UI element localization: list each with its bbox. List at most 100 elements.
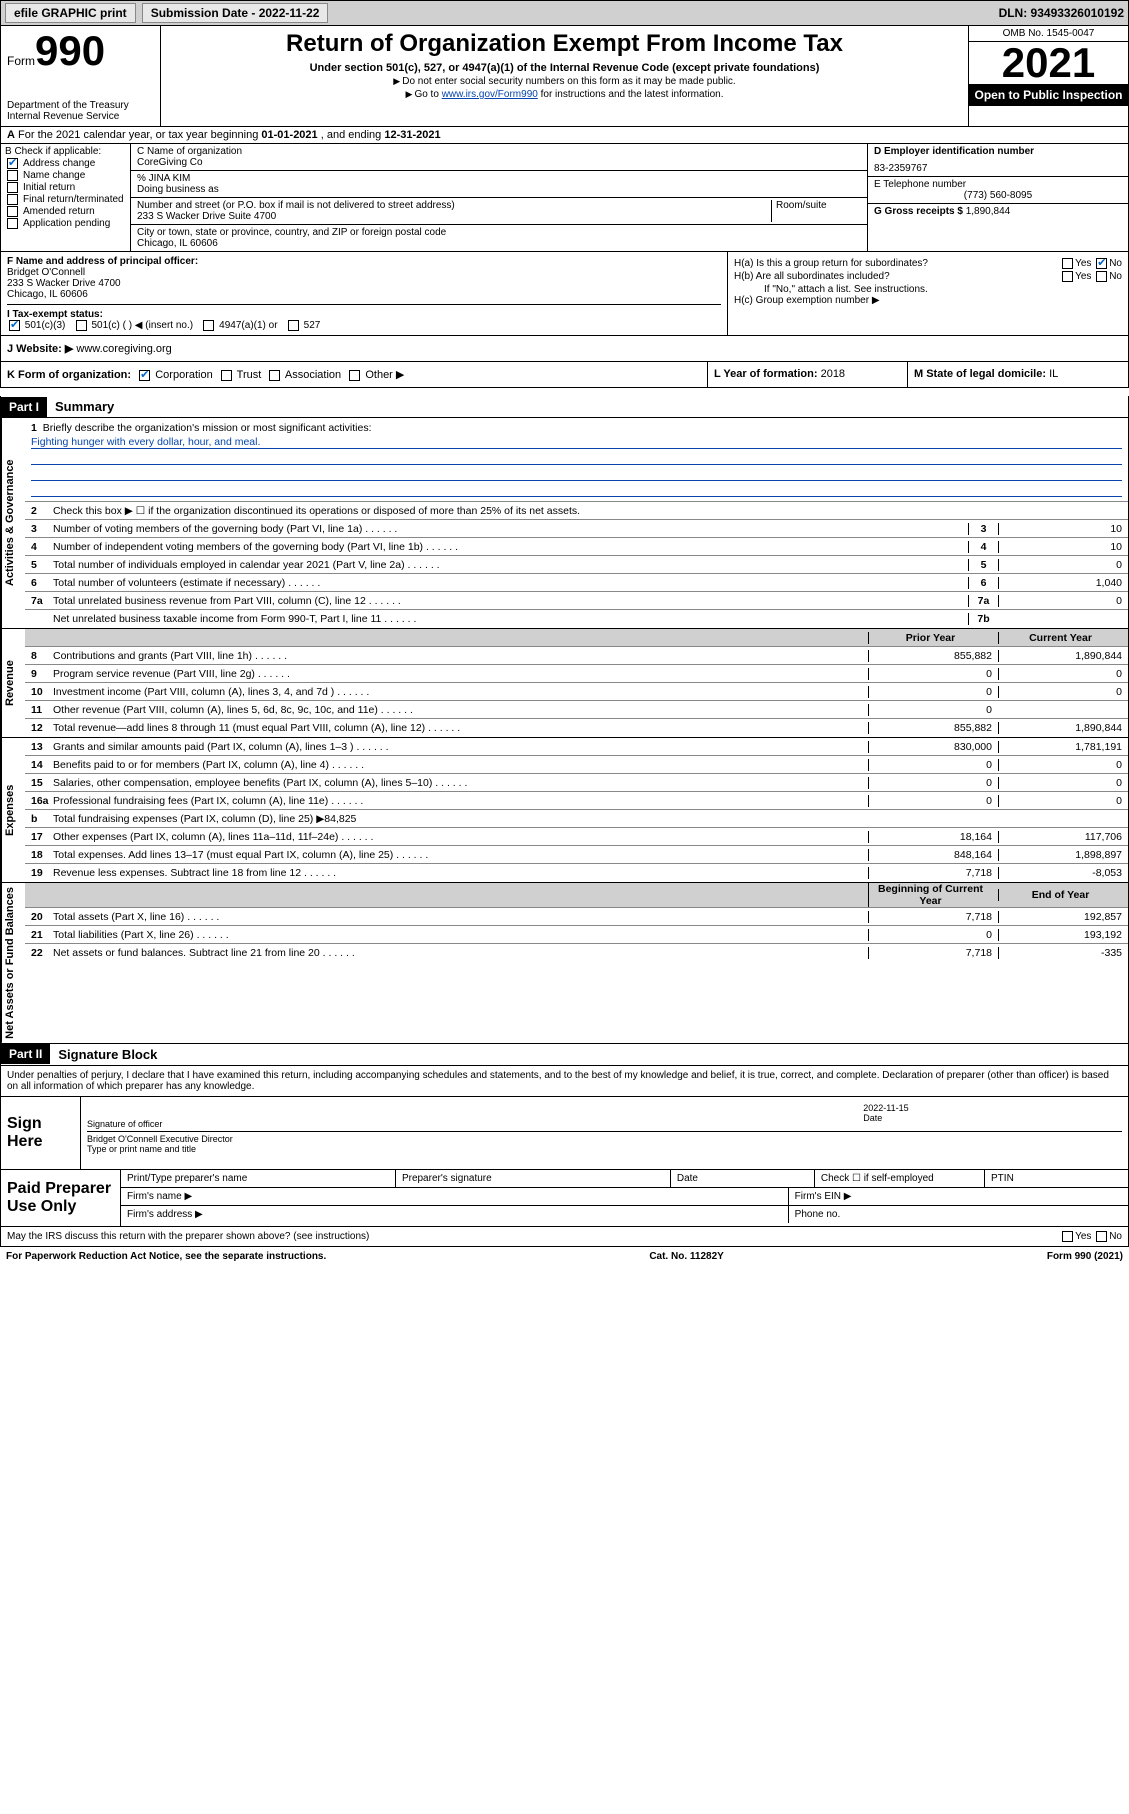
submission-date: Submission Date - 2022-11-22 [142,3,329,23]
tax-year: 2021 [969,42,1128,84]
box-b-item[interactable]: Final return/terminated [5,194,126,205]
form-title: Return of Organization Exempt From Incom… [169,30,960,58]
irs-discuss-text: May the IRS discuss this return with the… [7,1231,369,1242]
tax-exempt-option[interactable]: 501(c)(3) [7,320,74,331]
summary-line: 5Total number of individuals employed in… [25,556,1128,574]
part1-title-bar: Part I Summary [0,396,1129,418]
tax-exempt-option[interactable]: 527 [286,320,329,331]
summary-line: 3Number of voting members of the governi… [25,520,1128,538]
dba-label: Doing business as [137,184,861,195]
ha-yes-checkbox[interactable] [1062,258,1073,269]
prep-addr-row: Firm's address ▶ Phone no. [121,1206,1128,1223]
form-org-option[interactable]: Trust [216,369,265,381]
summary-line: 17Other expenses (Part IX, column (A), l… [25,828,1128,846]
box-b-item[interactable]: Initial return [5,182,126,193]
expenses-side-label: Expenses [1,738,25,882]
header-right: OMB No. 1545-0047 2021 Open to Public In… [968,26,1128,126]
ha-no-checkbox[interactable] [1096,258,1107,269]
efile-print-button[interactable]: efile GRAPHIC print [5,3,136,23]
ha-label: H(a) Is this a group return for subordin… [734,258,928,269]
form-subtitle: Under section 501(c), 527, or 4947(a)(1)… [169,62,960,74]
part2-title-bar: Part II Signature Block [0,1044,1129,1066]
top-bar: efile GRAPHIC print Submission Date - 20… [0,0,1129,26]
hb-note: If "No," attach a list. See instructions… [734,284,1122,295]
penalty-statement: Under penalties of perjury, I declare th… [0,1066,1129,1097]
discuss-no-checkbox[interactable] [1096,1231,1107,1242]
form-org-option[interactable]: Corporation [134,369,216,381]
current-year-header: Current Year [998,632,1128,644]
sig-date-label: Date [863,1113,1122,1123]
hb-yes-checkbox[interactable] [1062,271,1073,282]
row-klm: K Form of organization: Corporation Trus… [0,362,1129,388]
col-de: D Employer identification number 83-2359… [868,144,1128,251]
phone-label: E Telephone number [874,179,1122,190]
sign-here-label: Sign Here [1,1097,81,1169]
officer-name: Bridget O'Connell [7,267,721,278]
form-header: Form 990 Department of the Treasury Inte… [0,26,1129,127]
summary-line: 8Contributions and grants (Part VIII, li… [25,647,1128,665]
irs-link[interactable]: www.irs.gov/Form990 [442,89,538,100]
box-b-item[interactable]: Application pending [5,218,126,229]
hb-label: H(b) Are all subordinates included? [734,271,890,282]
prep-col-sig: Preparer's signature [396,1170,671,1187]
firm-addr-label: Firm's address ▶ [121,1206,789,1223]
sig-name-label: Type or print name and title [87,1144,1122,1154]
goto-note: Go to www.irs.gov/Form990 for instructio… [169,89,960,100]
part1-header: Part I [1,397,47,417]
cat-no: Cat. No. 11282Y [649,1251,723,1262]
col-f-officer: F Name and address of principal officer:… [1,252,728,335]
gross-receipts-label: G Gross receipts $ [874,206,963,217]
prep-col-date: Date [671,1170,815,1187]
tax-exempt-option[interactable]: 4947(a)(1) or [201,320,285,331]
room-label: Room/suite [771,200,861,222]
line-2: 2 Check this box ▶ ☐ if the organization… [25,502,1128,520]
col-h: H(a) Is this a group return for subordin… [728,252,1128,335]
irs-discuss-row: May the IRS discuss this return with the… [0,1227,1129,1247]
box-b-item[interactable]: Amended return [5,206,126,217]
prep-col-self: Check ☐ if self-employed [815,1170,985,1187]
header-left: Form 990 Department of the Treasury Inte… [1,26,161,126]
blank-line-3 [31,483,1122,497]
end-year-header: End of Year [998,889,1128,901]
row-a-end: 12-31-2021 [384,129,440,141]
summary-line: 22Net assets or fund balances. Subtract … [25,944,1128,962]
blank-line-1 [31,451,1122,465]
line-2-text: Check this box ▶ ☐ if the organization d… [53,505,1128,517]
summary-line: 16aProfessional fundraising fees (Part I… [25,792,1128,810]
tax-exempt-option[interactable]: 501(c) ( ) ◀ (insert no.) [74,320,202,331]
box-b-item[interactable]: Name change [5,170,126,181]
row-j-website: J Website: ▶ www.coregiving.org [0,336,1129,362]
summary-line: 19Revenue less expenses. Subtract line 1… [25,864,1128,882]
form-org-option[interactable]: Other ▶ [344,369,407,381]
governance-side-label: Activities & Governance [1,418,25,628]
city-label: City or town, state or province, country… [137,227,861,238]
part2-subtitle: Signature Block [50,1044,165,1065]
officer-label: F Name and address of principal officer: [7,256,198,267]
year-formation-label: L Year of formation: [714,368,818,380]
city-value: Chicago, IL 60606 [137,238,861,249]
blank-line-2 [31,467,1122,481]
row-a-pre: For the 2021 calendar year, or tax year … [18,129,261,141]
open-inspection: Open to Public Inspection [969,84,1128,106]
mission-label: Briefly describe the organization's miss… [43,422,372,434]
box-b-item[interactable]: Address change [5,158,126,169]
gross-receipts-value: 1,890,844 [966,206,1011,217]
box-b-label: B Check if applicable: [5,146,126,157]
revenue-side-label: Revenue [1,629,25,737]
officer-street: 233 S Wacker Drive 4700 [7,278,721,289]
form-org-option[interactable]: Association [264,369,344,381]
firm-ein-label: Firm's EIN ▶ [789,1188,1128,1205]
summary-line: 4Number of independent voting members of… [25,538,1128,556]
netassets-section: Net Assets or Fund Balances Beginning of… [0,883,1129,1044]
paperwork-notice: For Paperwork Reduction Act Notice, see … [6,1251,326,1262]
col-c-org: C Name of organization CoreGiving Co % J… [131,144,868,251]
tax-exempt-label: I Tax-exempt status: [7,309,103,320]
hb-no-checkbox[interactable] [1096,271,1107,282]
officer-city: Chicago, IL 60606 [7,289,721,300]
summary-line: bTotal fundraising expenses (Part IX, co… [25,810,1128,828]
footer-final: For Paperwork Reduction Act Notice, see … [0,1247,1129,1266]
website-value: www.coregiving.org [76,343,171,355]
sign-here-block: Sign Here Signature of officer 2022-11-1… [0,1097,1129,1170]
summary-line: 13Grants and similar amounts paid (Part … [25,738,1128,756]
discuss-yes-checkbox[interactable] [1062,1231,1073,1242]
